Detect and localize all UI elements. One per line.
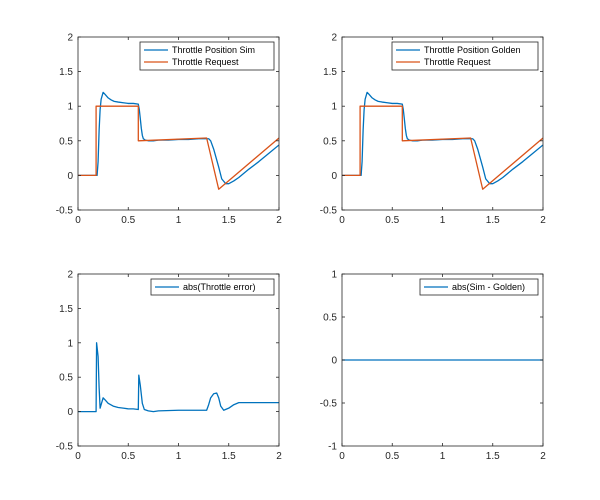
x-tick-label: 1.5: [222, 215, 236, 226]
x-tick-label: 1: [176, 215, 182, 226]
y-tick-label: 1: [331, 102, 337, 113]
legend-box: [391, 41, 539, 71]
y-tick-label: 0.5: [323, 136, 337, 147]
legend-box: [150, 278, 275, 296]
y-tick-label: -0.5: [56, 442, 74, 453]
series-line-1: [78, 342, 279, 413]
legend-label: Throttle Position Sim: [172, 45, 255, 55]
x-tick-label: 1.5: [486, 215, 500, 226]
series-lines: [78, 91, 279, 190]
x-tick-label: 2: [540, 215, 546, 226]
y-tick-label: -0.5: [56, 206, 74, 217]
series-lines: [342, 91, 543, 190]
legend: Throttle Position Golden Throttle Request: [391, 41, 539, 71]
y-tick-label: 2: [67, 270, 73, 281]
y-tick-label: 0: [67, 407, 73, 418]
legend: abs(Throttle error): [150, 278, 275, 296]
x-tick-label: 0.5: [385, 215, 399, 226]
x-tick-label: 0: [339, 215, 345, 226]
legend: Throttle Position Sim Throttle Request: [139, 41, 275, 71]
plot-area: [78, 274, 279, 446]
legend-box: [419, 278, 539, 296]
y-tick-label: 0.5: [323, 313, 337, 324]
y-tick-label: -0.5: [320, 206, 338, 217]
y-tick-label: 1.5: [323, 67, 337, 78]
y-tick-label: -0.5: [320, 399, 338, 410]
y-tick-label: 1.5: [59, 304, 73, 315]
x-tick-label: 2: [540, 451, 546, 462]
subplot-4: 0 0.5 1 1.5 2 -1 -0.5 0 0.5 1 abs(Sim - Golden): [320, 270, 546, 463]
x-tick-label: 0: [75, 451, 81, 462]
legend-label: Throttle Request: [424, 57, 491, 67]
legend-label: abs(Sim - Golden): [452, 282, 525, 292]
x-tick-label: 0.5: [121, 451, 135, 462]
series-lines: [78, 342, 279, 413]
y-tick-label: 0: [331, 356, 337, 367]
legend: abs(Sim - Golden): [419, 278, 539, 296]
y-tick-label: 0.5: [59, 373, 73, 384]
y-tick-label: 2: [67, 33, 73, 44]
x-tick-label: 1: [440, 451, 446, 462]
y-tick-label: 1: [67, 102, 73, 113]
y-tick-label: 1: [331, 270, 337, 281]
legend-box: [139, 41, 275, 71]
x-tick-label: 2: [276, 215, 282, 226]
y-tick-label: 0: [331, 171, 337, 182]
y-tick-label: 1.5: [59, 67, 73, 78]
x-tick-label: 0.5: [385, 451, 399, 462]
y-tick-label: -1: [328, 442, 337, 453]
y-tick-label: 0: [67, 171, 73, 182]
x-tick-label: 2: [276, 451, 282, 462]
x-tick-label: 0: [75, 215, 81, 226]
legend-label: Throttle Request: [172, 57, 239, 67]
x-tick-label: 1: [176, 451, 182, 462]
x-tick-label: 1.5: [222, 451, 236, 462]
y-tick-label: 1: [67, 338, 73, 349]
x-tick-label: 0: [339, 451, 345, 462]
x-tick-label: 0.5: [121, 215, 135, 226]
x-tick-label: 1: [440, 215, 446, 226]
y-tick-label: 2: [331, 33, 337, 44]
series-line-2: [342, 105, 543, 190]
legend-label: Throttle Position Golden: [424, 45, 521, 55]
y-tick-label: 0.5: [59, 136, 73, 147]
series-line-2: [78, 105, 279, 190]
legend-label: abs(Throttle error): [183, 282, 256, 292]
x-tick-label: 1.5: [486, 451, 500, 462]
